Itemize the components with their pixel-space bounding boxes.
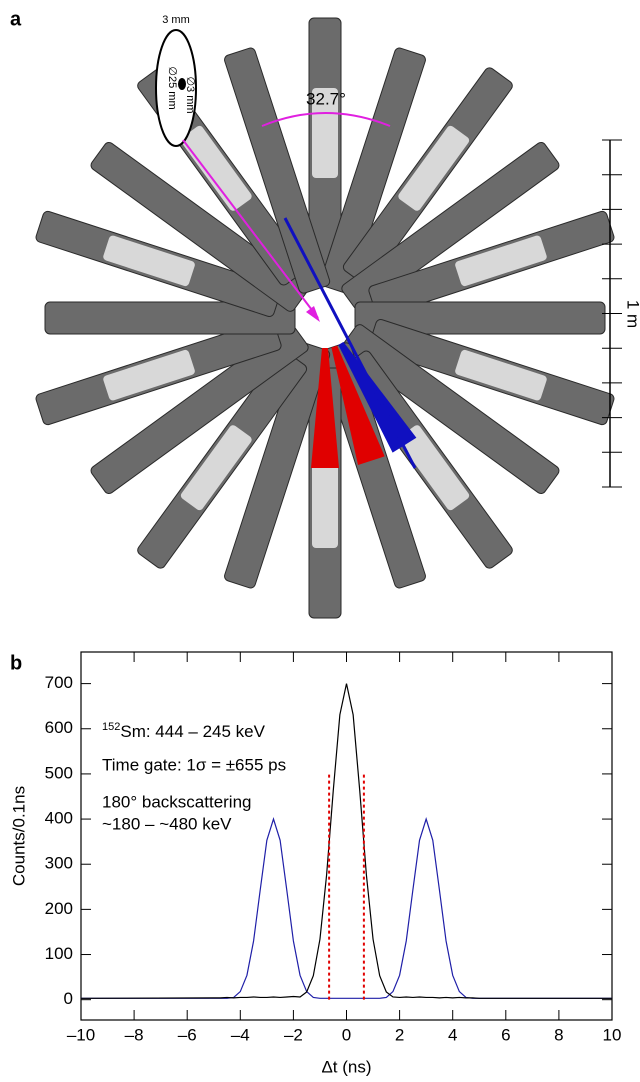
scatter-path [283,217,417,469]
detector [341,141,560,312]
crystal [180,425,252,511]
detector-body [224,342,331,589]
diameter-label: ∅25 mm [166,66,178,109]
plot-frame [80,651,613,1021]
detector-body [90,141,309,312]
x-tick-label: 4 [448,1025,457,1044]
chart: b–10 –8 –6 –4 –2 0 2 4 6 8 10010020030040050060070… [9,651,622,1076]
highlight-detector [311,348,339,468]
y-tick-label: 100 [45,944,73,963]
y-tick-label: 700 [45,673,73,692]
panel-label: b [10,652,22,674]
detector [354,301,606,335]
detector-array [35,17,615,619]
x-tick-label: –2 [284,1025,303,1044]
crystal [455,235,547,287]
x-axis-label: Δt (ns) [321,1057,371,1076]
angle-label: 32.7° [306,89,346,108]
crystal [455,349,547,401]
annotation: Time gate: 1σ = ±655 ps [102,755,286,774]
x-tick-label: –8 [125,1025,144,1044]
y-tick-label: 0 [64,989,73,1008]
detector [90,141,309,312]
annotation: ~180 – ~480 keV [102,814,232,833]
crystal [103,235,195,287]
detector-body [341,141,560,312]
x-tick-label: –6 [178,1025,197,1044]
beam-arrow [182,139,319,319]
highlight-detector [331,345,385,465]
cone [311,348,339,468]
detector [308,17,342,269]
annotation-text: Sm: 444 – 245 keV [120,722,265,741]
x-tick-label: 0 [342,1025,351,1044]
scale-bar [602,139,622,488]
cone [331,345,385,465]
thickness-label: 3 mm [162,14,190,26]
detector [224,47,331,294]
y-tick-label: 400 [45,809,73,828]
arrow-head [306,306,320,322]
detector-body [90,324,309,495]
y-tick-label: 600 [45,718,73,737]
x-tick-label: 8 [554,1025,563,1044]
panel-label: a [10,8,22,30]
detector [44,301,296,335]
annotation: 152Sm: 444 – 245 keV [102,721,266,742]
y-tick-label: 300 [45,854,73,873]
detector [341,324,560,495]
detector [319,47,426,294]
annotation-sup: 152 [102,721,120,733]
crystal [180,125,252,211]
angle-arc [261,112,391,127]
histogram-line [80,683,612,999]
target [155,29,197,147]
detector [90,324,309,495]
detector-body [354,301,606,335]
x-tick-label: 2 [395,1025,404,1044]
y-tick-label: 500 [45,763,73,782]
histogram-line [81,817,612,999]
detector [224,342,331,589]
hole-label: ∅3 mm [184,76,196,113]
crystal [312,88,338,178]
x-tick-label: 6 [501,1025,510,1044]
y-axis-label: Counts/0.1ns [9,786,28,886]
detector-body [224,47,331,294]
detector-body [319,47,426,294]
target-hole [178,78,186,90]
annotation: 180° backscattering [102,792,252,811]
scale-label: 1 m [624,300,640,328]
detector-body [44,301,296,335]
y-tick-label: 200 [45,899,73,918]
crystal [103,349,195,401]
crystal [312,458,338,548]
x-tick-label: –4 [231,1025,250,1044]
x-tick-label: 10 [603,1025,622,1044]
crystal [398,125,470,211]
detector-body [341,324,560,495]
x-tick-label: –10 [67,1025,95,1044]
crystal [398,425,470,511]
